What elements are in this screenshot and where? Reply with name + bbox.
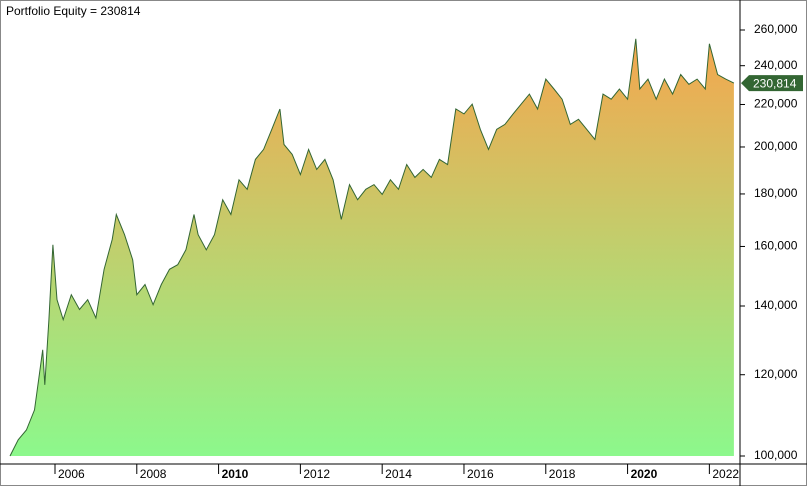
x-tick-label: 2022 bbox=[712, 467, 739, 481]
y-tick-label: 120,000 bbox=[754, 367, 798, 381]
y-tick-label: 220,000 bbox=[754, 97, 798, 111]
x-tick-label: 2006 bbox=[58, 467, 85, 481]
y-tick-label: 240,000 bbox=[754, 58, 798, 72]
equity-area bbox=[10, 38, 734, 457]
x-tick-label: 2020 bbox=[631, 467, 658, 481]
x-tick-label: 2010 bbox=[222, 467, 249, 481]
x-tick-label: 2018 bbox=[549, 467, 576, 481]
y-tick-label: 260,000 bbox=[754, 22, 798, 36]
y-tick-label: 200,000 bbox=[754, 139, 798, 153]
y-tick-label: 160,000 bbox=[754, 239, 798, 253]
current-value-label: 230,814 bbox=[753, 76, 797, 90]
x-tick-label: 2008 bbox=[140, 467, 167, 481]
x-tick-label: 2016 bbox=[467, 467, 494, 481]
chart-title: Portfolio Equity = 230814 bbox=[6, 4, 141, 18]
current-value-marker bbox=[741, 75, 803, 92]
x-tick-label: 2012 bbox=[303, 467, 330, 481]
x-tick-label: 2014 bbox=[385, 467, 412, 481]
y-tick-label: 140,000 bbox=[754, 298, 798, 312]
y-tick-label: 180,000 bbox=[754, 186, 798, 200]
equity-line bbox=[9, 38, 735, 457]
y-tick-label: 100,000 bbox=[754, 448, 798, 462]
